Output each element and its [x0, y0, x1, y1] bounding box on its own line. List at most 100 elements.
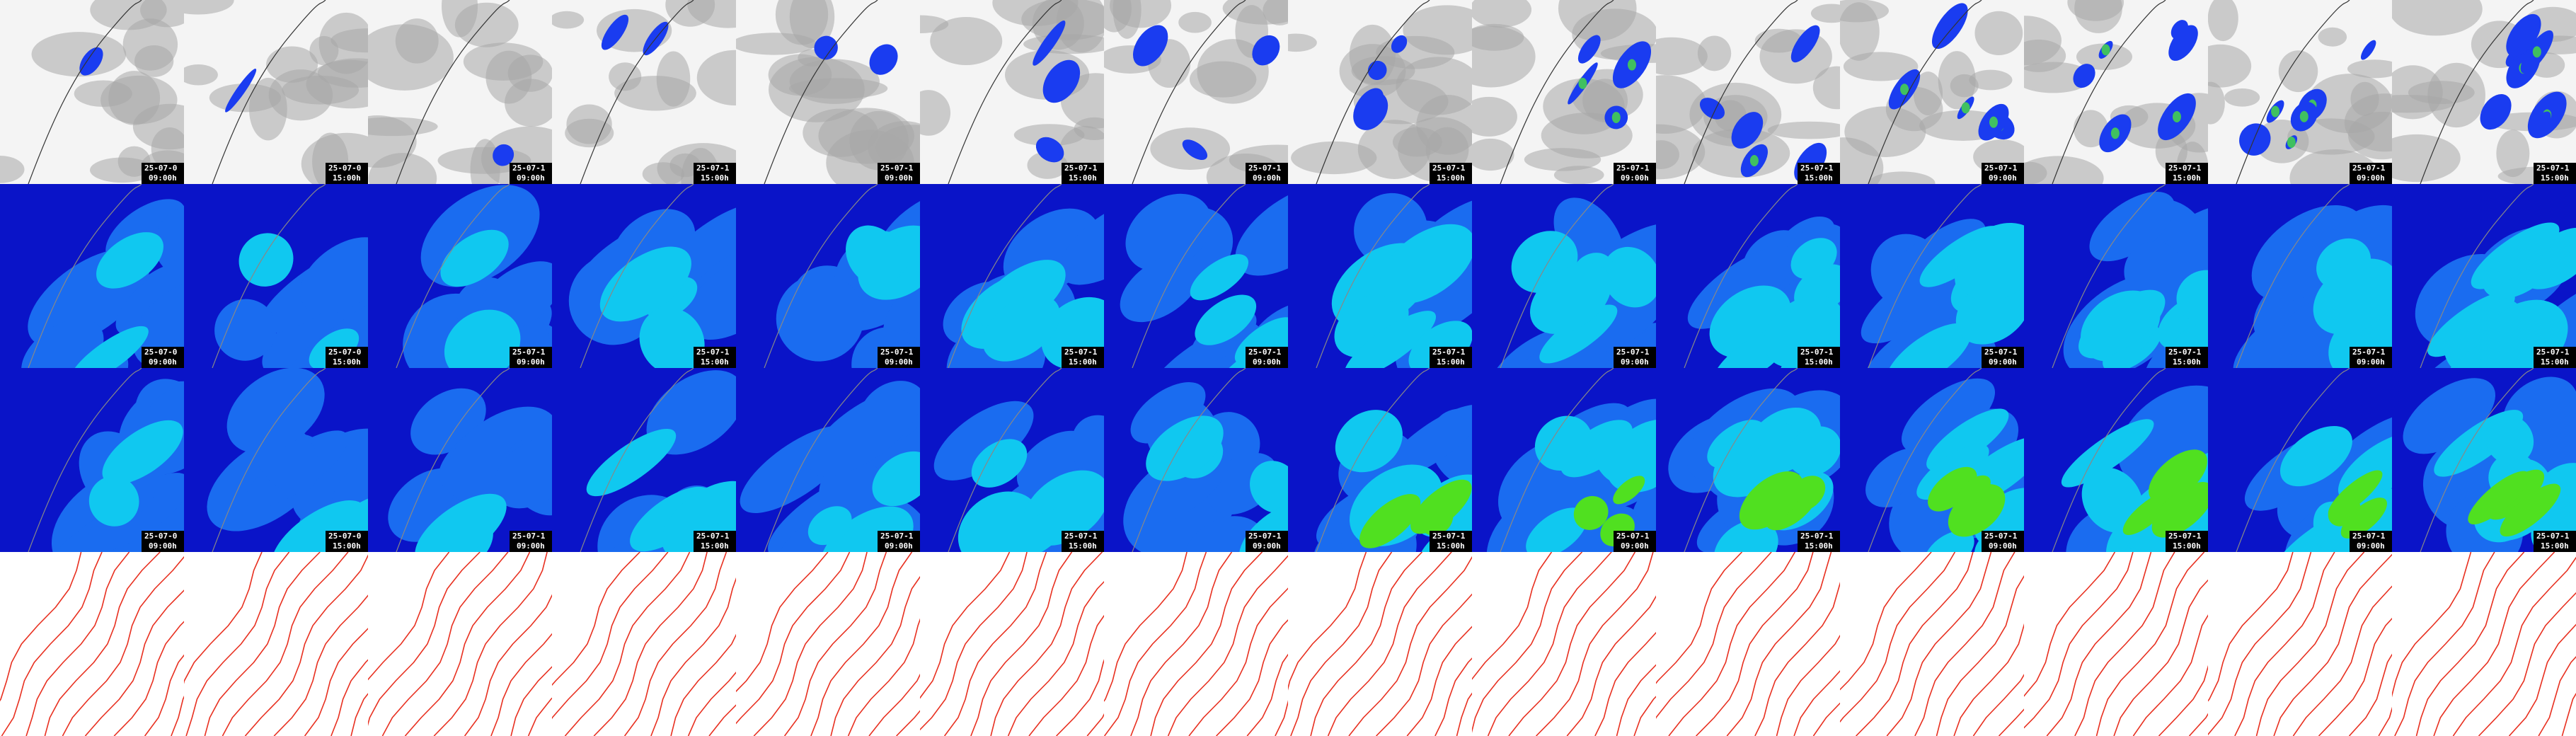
cloud	[687, 0, 736, 28]
field-high	[639, 307, 705, 368]
timestamp-box	[2166, 531, 2208, 552]
field-high	[2078, 289, 2166, 359]
isobar	[1566, 595, 1656, 736]
map-tile: 25-07-109:00h	[2208, 368, 2392, 552]
isobar	[1536, 552, 1654, 736]
isobar	[920, 552, 1011, 699]
timestamp-date: 25-07-1	[1432, 531, 1466, 541]
field-mid	[1130, 382, 1206, 444]
isobar	[1840, 552, 1932, 691]
cloud	[1403, 5, 1472, 55]
isobar	[1594, 631, 1656, 736]
field-mid	[933, 401, 1034, 481]
field-high	[1956, 223, 2024, 301]
timestamp-box	[142, 347, 184, 368]
coastline	[1316, 368, 1430, 552]
coastline	[2052, 368, 2166, 552]
coastline	[28, 0, 142, 184]
field-high	[69, 326, 149, 368]
coastline	[764, 368, 878, 552]
isobar	[1150, 552, 1263, 736]
isobar	[2024, 552, 2116, 697]
timestamp-time: 15:00h	[2541, 541, 2569, 551]
timestamp-time: 09:00h	[149, 357, 177, 367]
timestamp-date: 25-07-1	[1616, 163, 1650, 173]
cloud	[789, 59, 880, 104]
timestamp-box	[1246, 163, 1288, 184]
cloud	[463, 42, 544, 81]
isobar	[1972, 674, 2024, 736]
isobar	[1914, 552, 2016, 736]
cloud	[140, 0, 184, 28]
map-tile: 25-07-109:00h	[1840, 0, 2024, 184]
isobar	[1886, 552, 1992, 736]
field-high	[1004, 509, 1071, 552]
field-high	[1250, 461, 1288, 514]
timestamp-box	[1614, 163, 1656, 184]
map-tile: 25-07-115:00h	[1656, 368, 1840, 552]
isobar	[970, 552, 1073, 736]
isobar	[1056, 659, 1104, 736]
isobar	[62, 556, 184, 736]
isobar	[1130, 552, 1233, 736]
isobar	[44, 552, 161, 736]
cloud	[31, 32, 127, 77]
isobar	[1487, 552, 1612, 736]
timestamp-time: 09:00h	[885, 357, 913, 367]
isobar	[1812, 702, 1840, 736]
tile-bg	[1840, 552, 2024, 736]
isobar	[490, 633, 552, 736]
coastline	[948, 0, 1062, 184]
coastline	[2420, 184, 2534, 368]
timestamp-time: 09:00h	[517, 357, 545, 367]
field-mid	[1902, 378, 1996, 454]
cloud	[1553, 166, 1604, 184]
precip	[79, 47, 103, 76]
cloud	[2224, 88, 2260, 107]
timestamp-time: 15:00h	[1805, 173, 1833, 183]
coastline	[948, 368, 1062, 552]
timestamp-date: 25-07-0	[328, 347, 361, 357]
field-high	[1593, 425, 1651, 486]
precip	[2480, 93, 2512, 130]
isobar	[708, 704, 736, 736]
precip-high	[2532, 46, 2541, 58]
map-tile: 25-07-009:00h	[0, 0, 184, 184]
field-peak	[1957, 475, 1991, 506]
timestamp-date: 25-07-0	[328, 531, 361, 541]
timestamp-date: 25-07-0	[144, 347, 177, 357]
timestamp-box	[1798, 531, 1840, 552]
cloud	[552, 11, 585, 29]
isobar	[2538, 656, 2576, 736]
timestamp-box	[1062, 163, 1104, 184]
precip-high	[1578, 77, 1587, 89]
isobar	[25, 552, 130, 736]
field-high	[1924, 530, 1974, 552]
isobar	[1656, 552, 1743, 684]
field-high	[1602, 246, 1656, 308]
timestamp-time: 15:00h	[1805, 357, 1833, 367]
timestamp-box	[2534, 531, 2576, 552]
timestamp-time: 09:00h	[149, 541, 177, 551]
isobar	[273, 594, 368, 736]
timestamp-date: 25-07-1	[1984, 531, 2018, 541]
precip	[1367, 60, 1387, 81]
isobar	[368, 552, 481, 726]
isobar	[2113, 579, 2208, 736]
timestamp-box	[1982, 163, 2024, 184]
coastline	[580, 0, 694, 184]
isobar	[2561, 692, 2576, 736]
cloud	[1021, 0, 1104, 40]
precip	[1353, 91, 1388, 130]
cloud	[1222, 0, 1288, 25]
cloud	[1692, 128, 1790, 178]
field-high	[1788, 426, 1840, 476]
timestamp-date: 25-07-1	[2352, 347, 2386, 357]
map-tile: 25-07-109:00h	[736, 0, 920, 184]
timestamp-date: 25-07-1	[696, 531, 730, 541]
field-high	[2313, 258, 2392, 335]
timestamp-time: 09:00h	[885, 541, 913, 551]
timestamp-box	[2350, 531, 2392, 552]
coastline	[1684, 0, 1798, 184]
timestamp-box	[878, 531, 920, 552]
